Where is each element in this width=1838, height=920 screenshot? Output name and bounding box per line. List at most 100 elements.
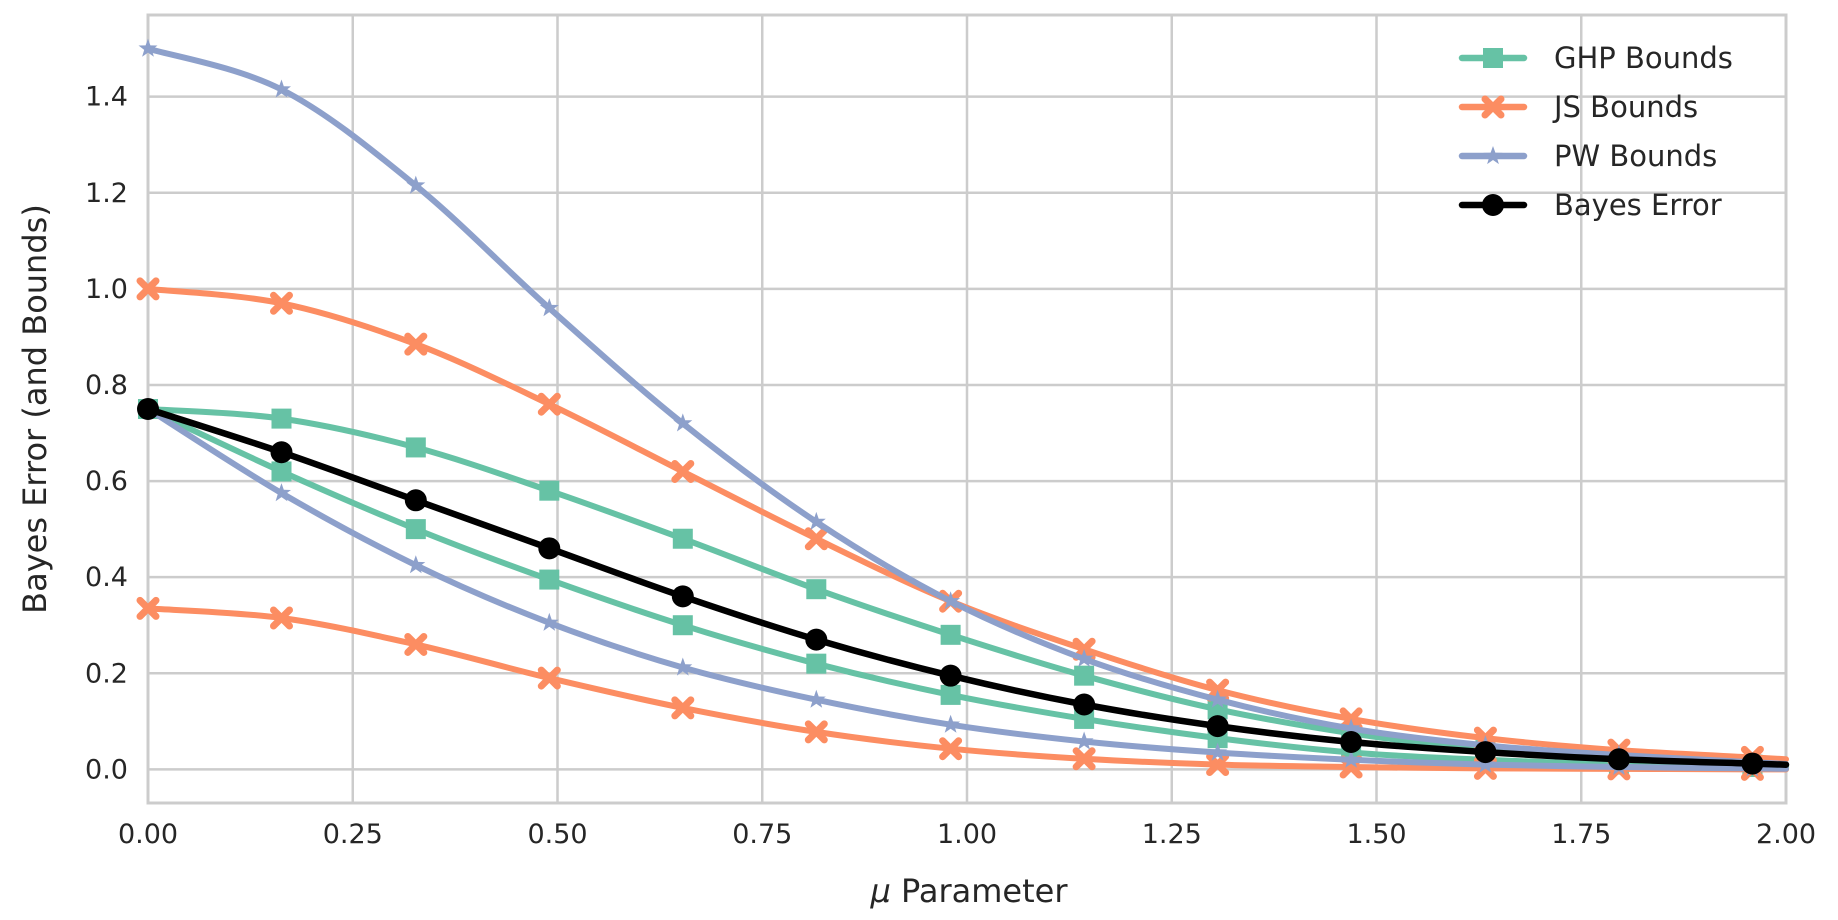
data-point-marker [671, 696, 695, 720]
data-point-marker [271, 461, 292, 482]
data-point-marker [1074, 665, 1095, 686]
y-tick-label: 1.2 [85, 178, 128, 209]
data-point-marker [537, 392, 561, 416]
y-axis-label: Bayes Error (and Bounds) [16, 204, 54, 614]
x-axis-ticks: 0.00 0.25 0.50 0.75 1.00 1.25 1.50 1.75 2.00 [118, 819, 1816, 850]
series-line [145, 45, 1789, 767]
legend-label: GHP Bounds [1554, 41, 1733, 75]
data-point-marker [404, 332, 428, 356]
data-point-marker [671, 459, 695, 483]
x-axis-label: μ Parameter [869, 872, 1068, 910]
y-tick-label: 1.4 [85, 82, 128, 113]
data-point-marker [941, 591, 961, 610]
data-point-marker [136, 596, 160, 620]
data-point-marker [1341, 749, 1361, 768]
data-point-marker [806, 579, 827, 600]
data-point-marker [1474, 741, 1497, 764]
data-point-marker [271, 408, 292, 429]
y-tick-label: 0.0 [85, 754, 128, 785]
data-point-marker [1208, 742, 1228, 761]
x-axis-label-symbol: μ [869, 872, 890, 910]
data-point-marker [672, 615, 693, 636]
legend: GHP Bounds JS Bounds PW Bounds Bayes Error [1458, 41, 1733, 222]
data-point-marker [1074, 648, 1094, 667]
data-point-marker [1607, 748, 1630, 771]
legend-item-ghp-bounds: GHP Bounds [1458, 41, 1733, 75]
data-point-marker [671, 585, 694, 608]
data-point-marker [1073, 693, 1096, 716]
data-point-marker [269, 606, 293, 630]
legend-marker [1481, 95, 1505, 119]
y-tick-label: 0.6 [85, 466, 128, 497]
data-point-marker [272, 483, 291, 502]
data-point-marker [406, 175, 426, 194]
data-point-marker [673, 413, 693, 432]
legend-label: PW Bounds [1554, 139, 1717, 173]
data-point-marker [806, 689, 826, 708]
data-point-marker [806, 653, 827, 674]
data-point-marker [539, 612, 559, 631]
data-point-marker [406, 555, 426, 574]
data-point-marker [405, 437, 426, 458]
y-tick-label: 1.0 [85, 274, 128, 305]
data-point-marker [1208, 689, 1228, 708]
data-point-marker [404, 489, 427, 512]
data-point-marker [1206, 715, 1229, 738]
data-point-marker [1340, 730, 1363, 753]
data-point-marker [138, 38, 158, 57]
data-point-marker [673, 657, 693, 676]
x-tick-label: 1.50 [1346, 819, 1406, 850]
y-tick-label: 0.8 [85, 370, 128, 401]
data-point-marker [941, 714, 961, 733]
data-point-marker [539, 569, 560, 590]
x-tick-label: 0.50 [527, 819, 587, 850]
legend-label: JS Bounds [1552, 90, 1698, 124]
data-point-marker [1207, 699, 1228, 720]
x-tick-label: 0.00 [118, 819, 178, 850]
data-point-marker [537, 666, 561, 690]
x-tick-label: 1.25 [1142, 819, 1202, 850]
y-axis-ticks: 0.0 0.2 0.4 0.6 0.8 1.0 1.2 1.4 [85, 82, 128, 786]
x-tick-label: 1.75 [1551, 819, 1611, 850]
data-point-marker [539, 298, 559, 317]
legend-marker [1483, 146, 1503, 165]
data-point-marker [1072, 747, 1096, 771]
x-axis-label-text: Parameter [901, 872, 1068, 910]
data-point-marker [806, 511, 826, 530]
data-point-marker [137, 398, 159, 420]
data-point-marker [270, 441, 293, 464]
legend-marker [1482, 194, 1504, 216]
data-point-marker [405, 519, 426, 540]
series-pw-bounds [138, 399, 1789, 777]
series-lines [136, 38, 1790, 781]
x-tick-label: 2.00 [1756, 819, 1816, 850]
legend-item-pw-bounds: PW Bounds [1458, 139, 1717, 173]
y-tick-label: 0.2 [85, 658, 128, 689]
data-point-marker [272, 79, 291, 98]
data-point-marker [939, 664, 962, 687]
legend-label: Bayes Error [1554, 188, 1722, 222]
data-point-marker [672, 528, 693, 549]
data-point-marker [939, 737, 963, 761]
legend-item-js-bounds: JS Bounds [1458, 90, 1698, 124]
x-tick-label: 0.75 [732, 819, 792, 850]
data-point-marker [804, 720, 828, 744]
data-point-marker [940, 624, 961, 645]
data-point-marker [539, 480, 560, 501]
legend-marker [1483, 48, 1503, 68]
data-point-marker [1475, 754, 1495, 773]
data-point-marker [404, 632, 428, 656]
data-point-marker [940, 684, 961, 705]
series-bayes-error [137, 398, 1790, 775]
y-tick-label: 0.4 [85, 562, 128, 593]
data-point-marker [1341, 718, 1361, 737]
data-point-marker [538, 537, 561, 560]
data-point-marker [136, 277, 160, 301]
data-point-marker [804, 527, 828, 551]
data-point-marker [269, 291, 293, 315]
x-tick-label: 1.00 [937, 819, 997, 850]
data-point-marker [1074, 731, 1094, 750]
legend-item-bayes-error: Bayes Error [1458, 188, 1722, 222]
data-point-marker [1741, 752, 1764, 775]
